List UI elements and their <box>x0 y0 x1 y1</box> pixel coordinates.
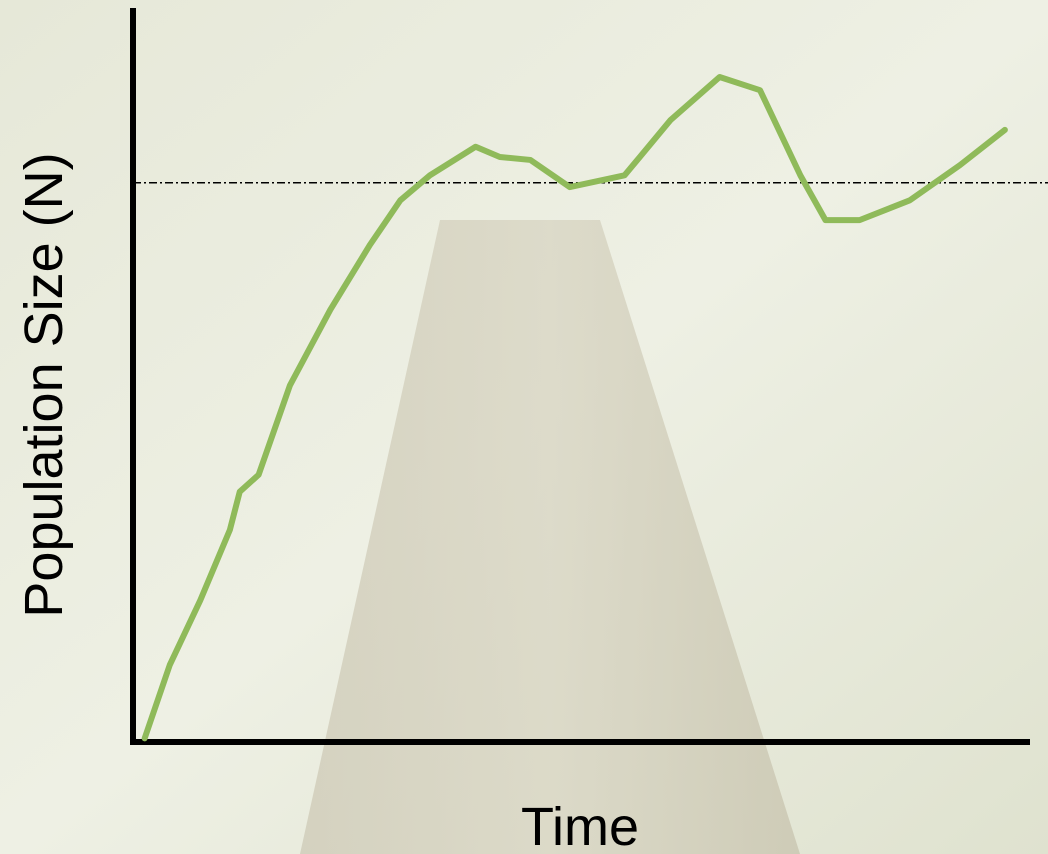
x-axis-label: Time <box>521 797 639 854</box>
tree-trunk <box>300 220 800 854</box>
population-line <box>141 73 1008 742</box>
y-axis-label: Population Size (N) <box>14 152 74 617</box>
